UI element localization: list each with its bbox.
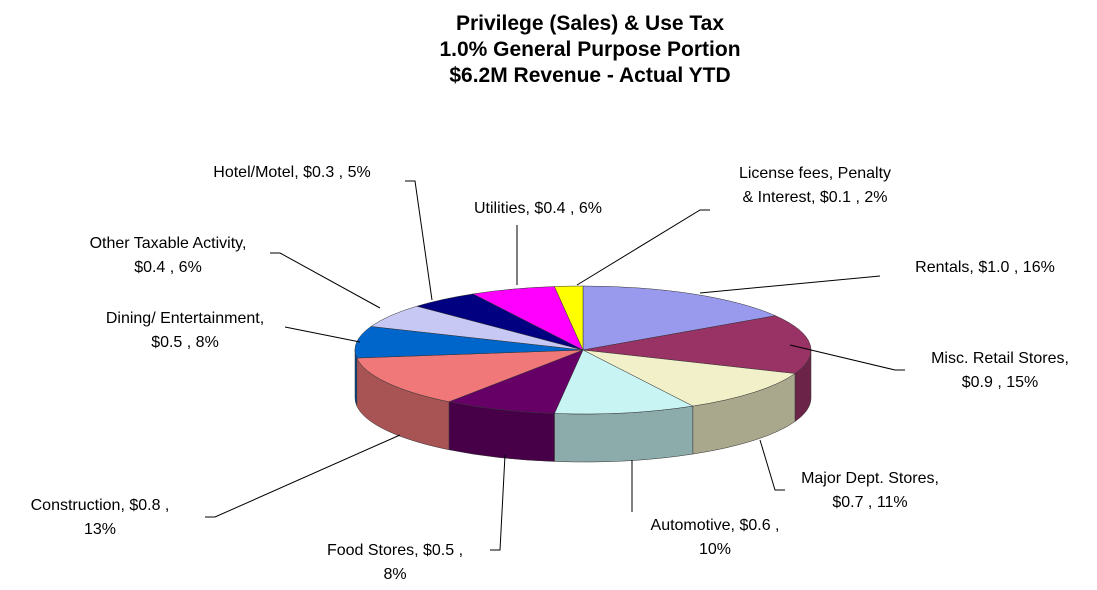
slice-side bbox=[554, 405, 694, 463]
leader-line bbox=[405, 180, 433, 301]
data-label: 10% bbox=[699, 541, 731, 558]
data-label: Misc. Retail Stores, bbox=[931, 350, 1069, 367]
data-label: 13% bbox=[84, 521, 116, 538]
chart-title: 1.0% General Purpose Portion bbox=[439, 38, 740, 61]
data-label: Dining/ Entertainment, bbox=[106, 310, 264, 327]
data-label: 8% bbox=[383, 566, 406, 583]
leader-line bbox=[205, 434, 401, 518]
slice bbox=[582, 285, 777, 351]
slice bbox=[448, 349, 584, 414]
chart-title: $6.2M Revenue - Actual YTD bbox=[449, 64, 730, 87]
leader-line bbox=[490, 454, 506, 551]
data-label: Utilities, $0.4 , 6% bbox=[474, 200, 602, 217]
data-label: Food Stores, $0.5 , bbox=[327, 542, 463, 559]
data-label: Construction, $0.8 , bbox=[31, 497, 170, 514]
data-label: License fees, Penalty bbox=[739, 165, 891, 182]
data-label: $0.9 , 15% bbox=[962, 374, 1039, 391]
data-label: Rentals, $1.0 , 16% bbox=[915, 259, 1055, 276]
slice bbox=[356, 349, 584, 403]
data-label: $0.5 , 8% bbox=[151, 334, 219, 351]
data-label: & Interest, $0.1 , 2% bbox=[743, 189, 888, 206]
data-label: Hotel/Motel, $0.3 , 5% bbox=[213, 164, 370, 181]
data-label: Automotive, $0.6 , bbox=[651, 517, 780, 534]
leader-line bbox=[576, 209, 710, 286]
slice-side bbox=[354, 349, 358, 407]
leader-line bbox=[759, 439, 785, 491]
slice bbox=[354, 326, 584, 359]
data-label: $0.7 , 11% bbox=[832, 494, 907, 511]
leader-line bbox=[284, 326, 361, 343]
slice bbox=[582, 349, 796, 407]
slice bbox=[554, 349, 694, 415]
data-label: Other Taxable Activity, bbox=[90, 235, 247, 252]
data-label: Major Dept. Stores, bbox=[801, 470, 939, 487]
leader-line bbox=[789, 344, 905, 371]
leader-line bbox=[699, 275, 881, 294]
chart-title: Privilege (Sales) & Use Tax bbox=[456, 12, 724, 35]
leader-line bbox=[270, 252, 381, 309]
slice bbox=[582, 315, 812, 374]
data-label: $0.4 , 6% bbox=[134, 259, 202, 276]
slice bbox=[554, 285, 584, 351]
